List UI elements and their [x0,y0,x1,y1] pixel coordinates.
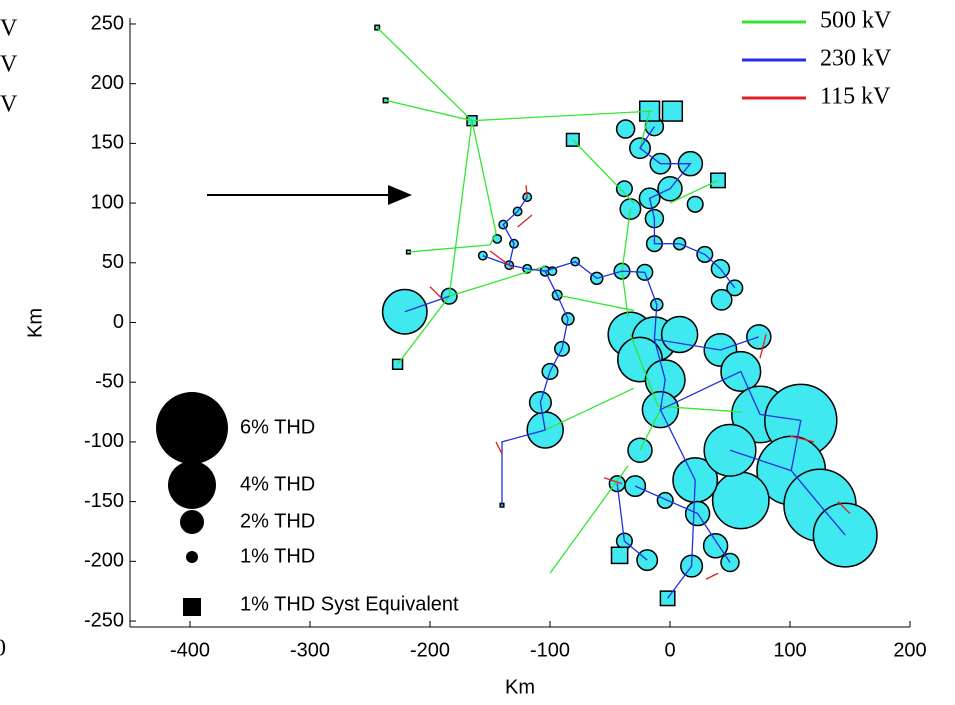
y-tick-label: -150 [84,490,124,512]
cropped-text: V [0,52,18,78]
y-tick-label: 200 [91,72,124,94]
bus [615,180,633,198]
bus [711,471,770,530]
x-tick-label: -300 [290,639,330,661]
equivalent-legend-marker [183,598,201,616]
y-tick-label: -250 [84,609,124,631]
bus [660,315,699,354]
bus [710,288,733,311]
system-equivalent [610,546,629,565]
bus [702,533,729,559]
size-legend-marker [168,461,216,509]
x-tick-label: -400 [170,639,210,661]
legend-label: 115 kV [820,84,891,110]
cropped-text: 0 [0,636,6,662]
x-tick-label: -100 [530,639,570,661]
bus [686,195,704,213]
line-1 [404,126,846,599]
size-legend-marker [156,392,228,464]
system-equivalent [391,358,404,370]
y-tick-label: 100 [91,191,124,213]
system-equivalent [661,100,684,122]
size-legend-marker [186,551,198,563]
legend-label: 500 kV [820,8,892,34]
x-tick-label: -200 [410,639,450,661]
y-tick-label: -200 [84,550,124,572]
y-tick-label: -50 [95,370,124,392]
cropped-text: V [0,16,18,42]
size-legend-label: 4% THD [240,473,315,495]
size-legend-label: 2% THD [240,510,315,532]
bus [656,491,674,509]
x-tick-label: 200 [893,639,926,661]
y-tick-label: 0 [113,311,124,333]
x-axis-label: Km [505,676,535,698]
y-tick-label: 50 [102,251,124,273]
size-legend-label: 6% THD [240,416,315,438]
size-legend-marker [180,510,204,534]
bus [615,119,636,139]
y-tick-label: 150 [91,132,124,154]
legend-label: 230 kV [820,46,892,72]
y-tick-label: -100 [84,430,124,452]
size-legend-label: 1% THD [240,545,315,567]
line-0 [376,27,743,574]
y-tick-label: 250 [91,12,124,34]
x-tick-label: 0 [664,639,675,661]
x-tick-label: 100 [773,639,806,661]
y-axis-label: Km [24,308,46,338]
cropped-text: V [0,92,18,118]
line-2 [429,185,851,580]
equivalent-legend-label: 1% THD Syst Equivalent [240,593,459,615]
